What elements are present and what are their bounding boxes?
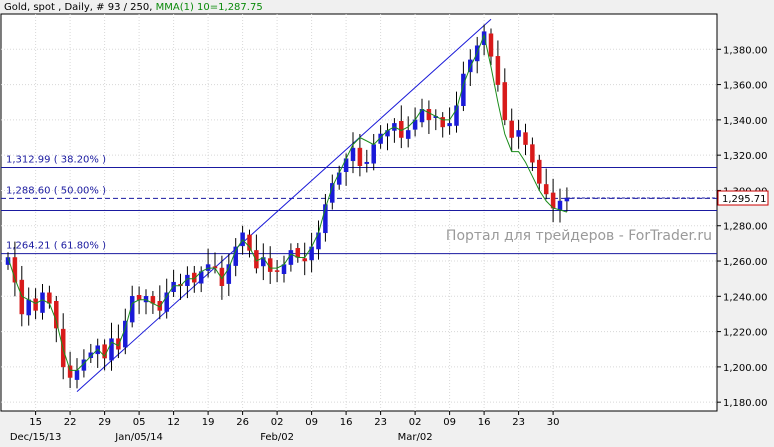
y-tick-label: 1,260.00 [723, 257, 768, 268]
x-tick-label: 26 [236, 417, 249, 428]
candle-body [12, 257, 18, 283]
y-tick-label: 1,360.00 [723, 81, 768, 92]
candle-body [54, 301, 59, 329]
fib-level-label: 1,264.21 ( 61.80% ) [6, 241, 106, 252]
x-month-label: Jan/05/14 [114, 432, 163, 443]
x-tick-label: 23 [512, 417, 525, 428]
candle-body [364, 161, 370, 164]
watermark-text: Портал для трейдеров - ForTrader.ru [446, 228, 712, 244]
candle-body [47, 292, 52, 304]
x-tick-label: 16 [340, 417, 353, 428]
x-month-label: Dec/15/13 [10, 432, 62, 443]
candle-body [143, 296, 149, 303]
candle-body [5, 257, 11, 265]
candle-body [40, 292, 45, 313]
candle-body [481, 31, 487, 45]
y-tick-label: 1,200.00 [723, 363, 768, 374]
candle-body [67, 365, 73, 378]
indicator-label: MMA(1) 10=1,287.75 [155, 2, 263, 13]
x-tick-label: 09 [443, 417, 456, 428]
x-tick-label: 29 [98, 417, 111, 428]
moving-average-line [7, 33, 568, 371]
candle-body [219, 267, 225, 286]
candle-body [516, 130, 521, 137]
candle-body [226, 264, 232, 284]
candle-body [426, 109, 432, 121]
y-tick-label: 1,180.00 [723, 398, 768, 409]
candle-body [26, 299, 31, 316]
candle-body [557, 200, 563, 211]
current-price-box [717, 190, 769, 206]
y-tick-label: 1,220.00 [723, 328, 768, 339]
candle-body [378, 133, 383, 144]
x-tick-label: 16 [478, 417, 491, 428]
candle-body [371, 144, 376, 164]
candle-body [495, 56, 501, 85]
y-tick-label: 1,380.00 [723, 45, 768, 56]
x-tick-label: 05 [133, 417, 146, 428]
candle-body [502, 82, 508, 121]
y-tick-label: 1,340.00 [723, 116, 768, 127]
x-tick-label: 12 [167, 417, 180, 428]
candle-body [74, 370, 80, 380]
x-month-label: Mar/02 [398, 432, 433, 443]
candle-body [88, 352, 94, 358]
x-month-label: Feb/02 [260, 432, 294, 443]
plot-area [0, 13, 718, 412]
candle-body [543, 184, 549, 195]
candle-body [205, 264, 211, 271]
candle-body [350, 147, 356, 162]
chart-header: Gold, spot , Daily, # 93 / 250, MMA(1) 1… [4, 2, 263, 13]
candle-body [537, 159, 542, 184]
candle-body [323, 204, 328, 234]
candle-body [192, 272, 197, 283]
candle-body [295, 248, 301, 258]
y-tick-label: 1,320.00 [723, 151, 768, 162]
fib-level-label: 1,288.60 ( 50.00% ) [6, 185, 106, 196]
candle-body [164, 292, 169, 312]
trend-line [76, 18, 492, 392]
candle-body [274, 270, 280, 272]
candle-body [530, 144, 535, 163]
current-price-label: 1,295.71 [722, 194, 767, 205]
candle-body [523, 132, 528, 145]
x-tick-label: 02 [271, 417, 284, 428]
candle-body [254, 250, 259, 269]
y-tick-label: 1,240.00 [723, 292, 768, 303]
candle-body [550, 192, 556, 209]
x-tick-label: 02 [409, 417, 422, 428]
y-tick-label: 1,280.00 [723, 222, 768, 233]
candle-body [302, 258, 307, 262]
fib-level-label: 1,312.99 ( 38.20% ) [6, 155, 106, 166]
candle-body [357, 147, 363, 166]
candle-body [440, 117, 445, 128]
candle-body [288, 250, 294, 265]
candle-body [281, 264, 287, 274]
x-tick-label: 23 [374, 417, 387, 428]
candle-body [447, 123, 452, 127]
candle-body [488, 33, 494, 57]
candle-body [509, 120, 514, 138]
x-tick-label: 19 [202, 417, 215, 428]
candle-body [136, 295, 142, 301]
x-tick-label: 15 [29, 417, 42, 428]
x-tick-label: 22 [64, 417, 77, 428]
candle-body [116, 338, 121, 350]
candle-body [33, 298, 38, 311]
candle-body [454, 105, 459, 126]
instrument-label: Gold, spot , Daily, # 93 / 250, [4, 2, 153, 13]
candle-body [247, 234, 252, 251]
x-tick-label: 09 [305, 417, 318, 428]
candle-body [171, 281, 176, 292]
x-tick-label: 30 [547, 417, 560, 428]
candle-body [109, 338, 114, 361]
candle-body [405, 130, 411, 139]
candle-body [461, 73, 466, 107]
